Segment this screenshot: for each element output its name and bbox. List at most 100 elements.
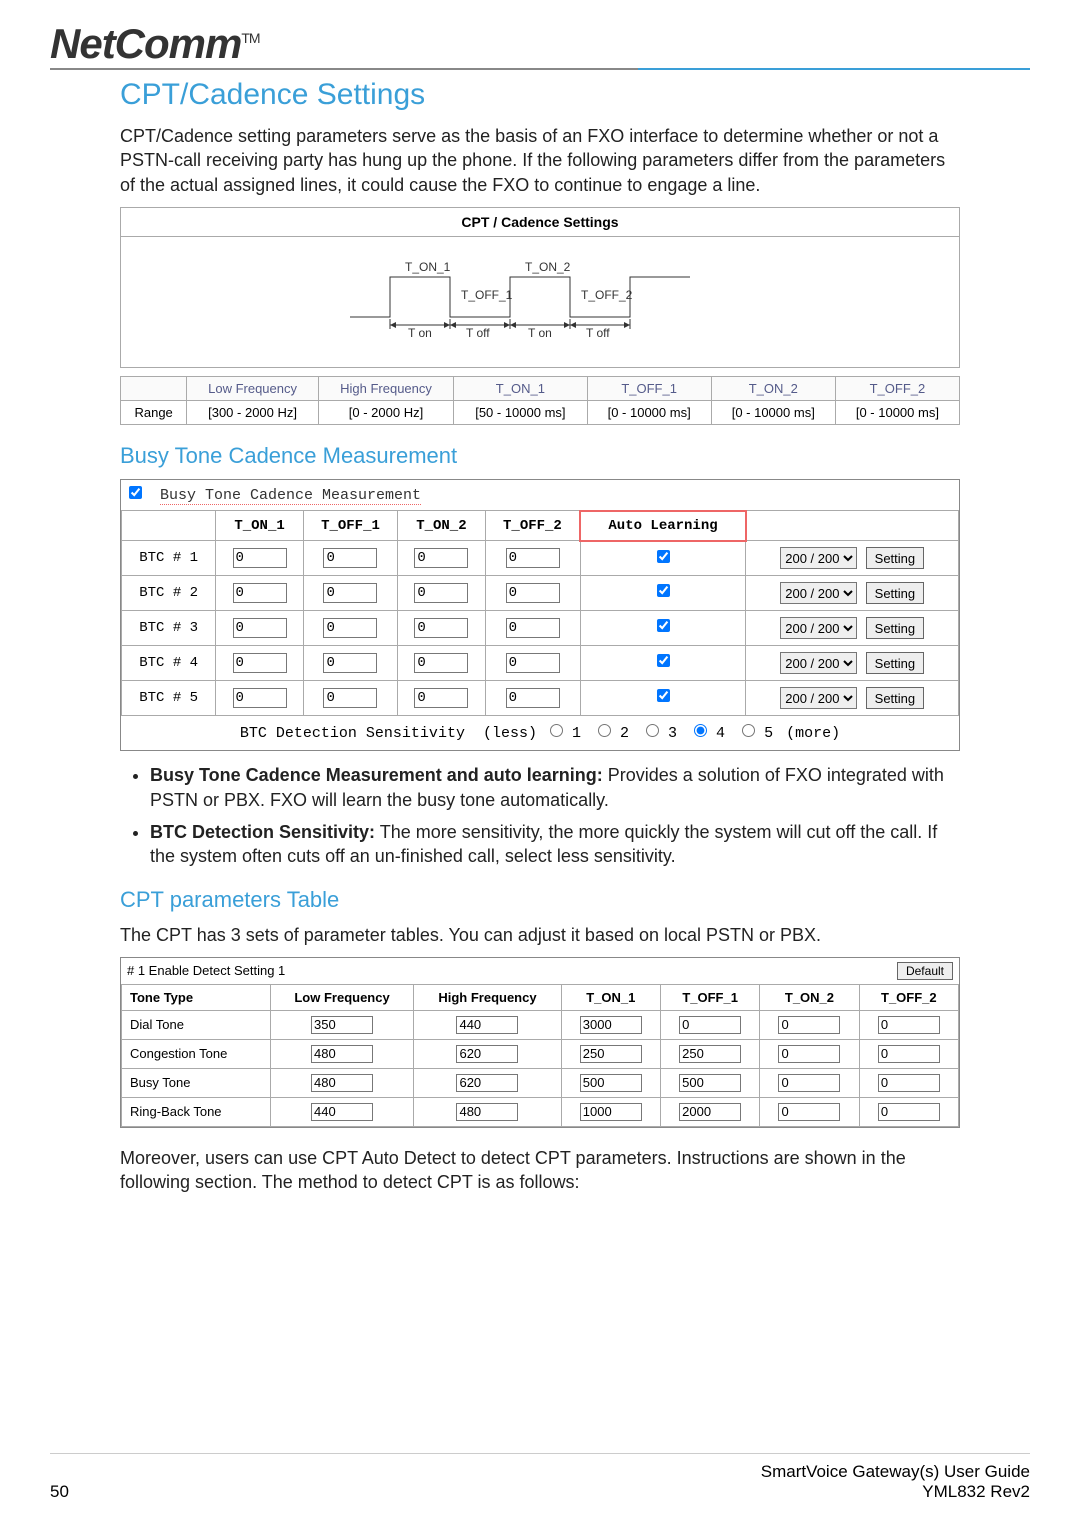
btc-value-input[interactable] (506, 618, 560, 638)
cpt-value-input[interactable] (878, 1016, 940, 1034)
btc-col3: T_ON_2 (398, 511, 486, 541)
btc-select[interactable]: 200 / 200 (780, 547, 857, 569)
range-h2: High Frequency (318, 376, 453, 400)
btc-sens-option[interactable]: 2 (598, 725, 638, 742)
bullet-1: Busy Tone Cadence Measurement and auto l… (150, 763, 960, 812)
btc-value-input[interactable] (414, 688, 468, 708)
btc-sens-radio[interactable] (646, 724, 659, 737)
cpt-table: Tone Type Low Frequency High Frequency T… (121, 984, 959, 1127)
cpt-value-input[interactable] (456, 1103, 518, 1121)
btc-auto-checkbox[interactable] (657, 584, 670, 597)
cpt-row: Congestion Tone (122, 1039, 959, 1068)
cpt-value-input[interactable] (311, 1074, 373, 1092)
btc-value-input[interactable] (323, 618, 377, 638)
cpt-value-input[interactable] (456, 1045, 518, 1063)
btc-auto-checkbox[interactable] (657, 689, 670, 702)
btc-value-input[interactable] (414, 583, 468, 603)
btc-value-input[interactable] (323, 653, 377, 673)
btc-setting-button[interactable]: Setting (866, 687, 924, 709)
cpt-value-input[interactable] (679, 1016, 741, 1034)
cpt-c6: T_OFF_2 (859, 984, 958, 1010)
btc-auto-checkbox[interactable] (657, 550, 670, 563)
btc-sens-radio[interactable] (550, 724, 563, 737)
default-button[interactable]: Default (897, 962, 953, 980)
cpt-value-input[interactable] (580, 1045, 642, 1063)
btc-value-input[interactable] (233, 548, 287, 568)
lbl-ton2: T_ON_2 (525, 260, 571, 274)
cadence-diagram: T_ON_1 T_OFF_1 T_ON_2 T_OFF_2 (350, 257, 730, 352)
cpt-value-input[interactable] (580, 1103, 642, 1121)
btc-setting-button[interactable]: Setting (866, 582, 924, 604)
btc-col0 (122, 511, 216, 541)
cpt-head-label: # 1 Enable Detect Setting 1 (127, 963, 285, 978)
cpt-value-input[interactable] (679, 1045, 741, 1063)
btc-enable-checkbox[interactable] (129, 486, 142, 499)
cpt-value-input[interactable] (878, 1103, 940, 1121)
btc-sens-radio[interactable] (742, 724, 755, 737)
btc-sens-option[interactable]: 5 (742, 725, 782, 742)
cpt-value-input[interactable] (778, 1045, 840, 1063)
btc-value-input[interactable] (323, 548, 377, 568)
btc-sens-radio[interactable] (694, 724, 707, 737)
btc-value-input[interactable] (414, 548, 468, 568)
range-v2: [50 - 10000 ms] (454, 400, 587, 424)
btc-value-input[interactable] (233, 583, 287, 603)
btc-select[interactable]: 200 / 200 (780, 582, 857, 604)
btc-value-input[interactable] (506, 583, 560, 603)
btc-value-input[interactable] (414, 618, 468, 638)
btc-auto-checkbox[interactable] (657, 654, 670, 667)
btc-setting-button[interactable]: Setting (866, 652, 924, 674)
btc-value-input[interactable] (233, 618, 287, 638)
logo-tm: TM (241, 30, 259, 46)
btc-value-input[interactable] (323, 583, 377, 603)
cpt-value-input[interactable] (311, 1045, 373, 1063)
btc-select[interactable]: 200 / 200 (780, 652, 857, 674)
cpt-value-input[interactable] (456, 1016, 518, 1034)
cpt-value-input[interactable] (778, 1103, 840, 1121)
btc-auto-checkbox[interactable] (657, 619, 670, 632)
btc-value-input[interactable] (506, 688, 560, 708)
cpt-value-input[interactable] (580, 1074, 642, 1092)
page-title: CPT/Cadence Settings (120, 78, 960, 112)
intro-paragraph: CPT/Cadence setting parameters serve as … (120, 124, 960, 197)
cpt-desc: The CPT has 3 sets of parameter tables. … (120, 923, 960, 947)
range-v1: [0 - 2000 Hz] (318, 400, 453, 424)
logo: NetCommTM (50, 20, 1030, 68)
btc-value-input[interactable] (233, 653, 287, 673)
btc-sens-option[interactable]: 3 (646, 725, 686, 742)
range-row-label: Range (121, 400, 187, 424)
cpt-value-input[interactable] (878, 1045, 940, 1063)
cpt-row: Busy Tone (122, 1068, 959, 1097)
page-footer: 50 SmartVoice Gateway(s) User Guide YML8… (50, 1453, 1030, 1502)
cpt-c5: T_ON_2 (760, 984, 859, 1010)
cpt-panel: # 1 Enable Detect Setting 1 Default Tone… (120, 957, 960, 1128)
btc-sens-radio[interactable] (598, 724, 611, 737)
svg-text:T off: T off (586, 326, 610, 340)
btc-value-input[interactable] (323, 688, 377, 708)
cpt-value-input[interactable] (311, 1103, 373, 1121)
btc-value-input[interactable] (506, 653, 560, 673)
cpt-value-input[interactable] (878, 1074, 940, 1092)
cpt-value-input[interactable] (456, 1074, 518, 1092)
cpt-value-input[interactable] (311, 1016, 373, 1034)
btc-value-input[interactable] (414, 653, 468, 673)
cpt-value-input[interactable] (580, 1016, 642, 1034)
footer-rev: YML832 Rev2 (761, 1482, 1030, 1502)
cpt-header-row: Tone Type Low Frequency High Frequency T… (122, 984, 959, 1010)
cpt-value-input[interactable] (778, 1074, 840, 1092)
cpt-value-input[interactable] (679, 1074, 741, 1092)
cpt-value-input[interactable] (679, 1103, 741, 1121)
btc-value-input[interactable] (233, 688, 287, 708)
cpt-value-input[interactable] (778, 1016, 840, 1034)
footer-right: SmartVoice Gateway(s) User Guide YML832 … (761, 1462, 1030, 1502)
btc-select[interactable]: 200 / 200 (780, 617, 857, 639)
btc-select[interactable]: 200 / 200 (780, 687, 857, 709)
btc-value-input[interactable] (506, 548, 560, 568)
btc-setting-button[interactable]: Setting (866, 617, 924, 639)
btc-sens-option[interactable]: 4 (694, 725, 734, 742)
btc-row: BTC # 5200 / 200 Setting (122, 681, 959, 716)
btc-setting-button[interactable]: Setting (866, 547, 924, 569)
btc-row-label: BTC # 4 (122, 646, 216, 681)
btc-sens-option[interactable]: 1 (550, 725, 590, 742)
cpt-c2: High Frequency (414, 984, 561, 1010)
